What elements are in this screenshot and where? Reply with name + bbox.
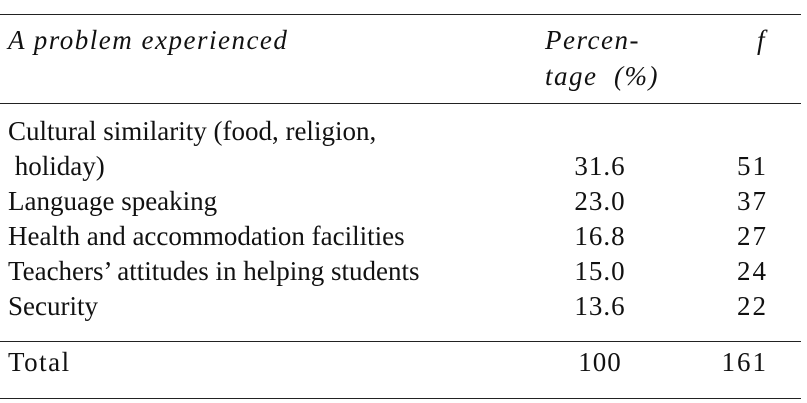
row-label: Language speaking bbox=[8, 186, 218, 216]
row-f: 51 bbox=[737, 151, 768, 181]
header-cell: tage (%) bbox=[545, 61, 659, 91]
row-label: Cultural similarity (food, religion, bbox=[8, 116, 377, 146]
row-percentage: 16.8 bbox=[574, 221, 626, 251]
total-label: Total bbox=[8, 347, 71, 377]
row-label: Teachers’ attitudes in helping students bbox=[8, 256, 420, 286]
row-percentage: 31.6 bbox=[574, 151, 626, 181]
header-cell: Percen- bbox=[545, 25, 640, 55]
row-label: Security bbox=[8, 291, 98, 321]
row-f: 27 bbox=[737, 221, 768, 251]
row-f: 37 bbox=[737, 186, 768, 216]
bottom-rule bbox=[0, 398, 801, 399]
row-f: 22 bbox=[737, 291, 768, 321]
header-cell: f bbox=[756, 25, 766, 55]
top-rule bbox=[0, 14, 801, 15]
row-label: Health and accommodation facilities bbox=[8, 221, 405, 251]
row-percentage: 13.6 bbox=[574, 291, 626, 321]
total-percentage: 100 bbox=[578, 347, 622, 377]
row-percentage: 15.0 bbox=[574, 256, 626, 286]
header-cell: A problem experienced bbox=[8, 25, 289, 55]
header-rule bbox=[0, 103, 801, 104]
row-f: 24 bbox=[737, 256, 768, 286]
row-percentage: 23.0 bbox=[574, 186, 626, 216]
total-rule bbox=[0, 341, 801, 342]
total-f: 161 bbox=[721, 347, 768, 377]
row-label: holiday) bbox=[8, 151, 105, 181]
